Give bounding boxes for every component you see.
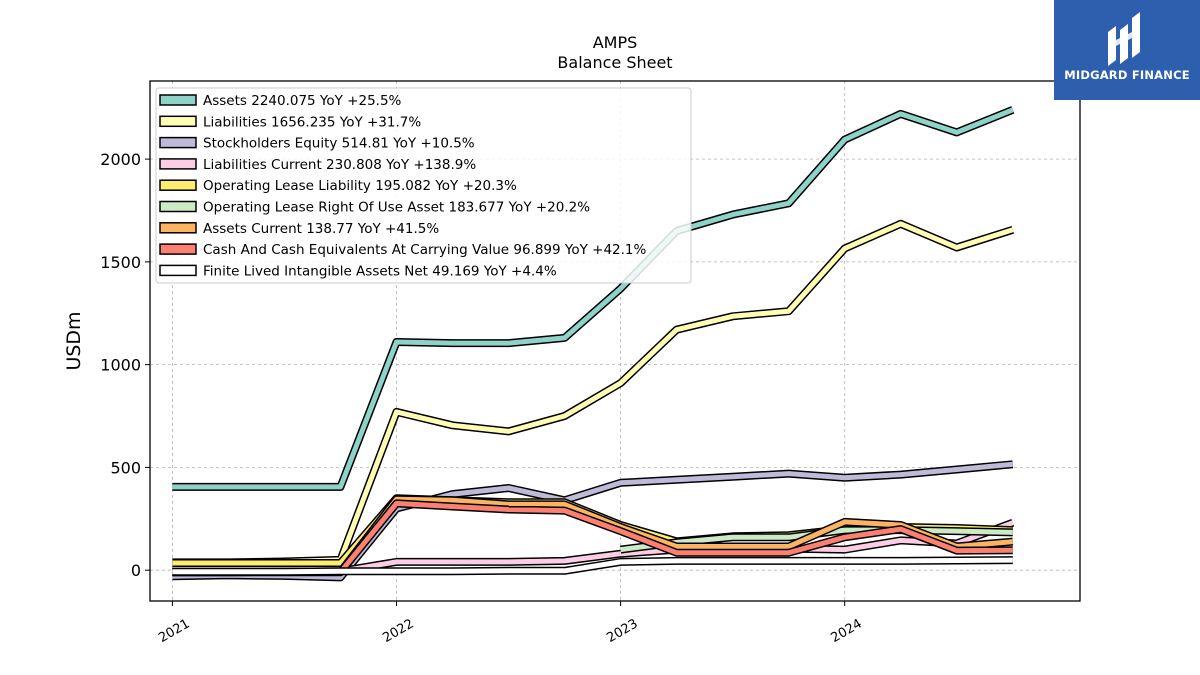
- legend: Assets 2240.075 YoY +25.5% Liabilities 16…: [155, 87, 692, 284]
- y-tick-label: 2000: [100, 150, 141, 169]
- legend-swatch: [159, 222, 197, 234]
- y-axis-ticks: 0 500 1000 1500 2000: [100, 150, 150, 580]
- plot-frame: [149, 80, 1081, 602]
- legend-swatch: [159, 243, 197, 255]
- legend-label: Stockholders Equity 514.81 YoY +10.5%: [203, 136, 475, 152]
- y-axis-label: USDm: [63, 311, 85, 370]
- legend-label: Finite Lived Intangible Assets Net 49.16…: [203, 263, 557, 279]
- x-tick-label: 2024: [829, 616, 865, 646]
- x-tick-label: 2022: [380, 616, 416, 646]
- series-line: [172, 461, 1014, 580]
- legend-label: Operating Lease Liability 195.082 YoY +2…: [203, 178, 517, 194]
- legend-swatch: [159, 158, 197, 170]
- series-9: [172, 556, 1013, 576]
- y-tick-label: 1500: [100, 253, 141, 272]
- x-axis-ticks: 2021 2022 2023 2024: [156, 601, 865, 646]
- legend-label: Liabilities Current 230.808 YoY +138.9%: [203, 157, 476, 173]
- legend-swatch: [159, 94, 197, 106]
- x-tick-label: 2023: [604, 616, 640, 646]
- chart-subtitle: Balance Sheet: [557, 53, 672, 72]
- legend-label: Assets 2240.075 YoY +25.5%: [203, 93, 402, 109]
- series-line: [172, 557, 1013, 575]
- series-3: [172, 460, 1014, 582]
- chart-title: AMPS: [593, 33, 638, 52]
- legend-label: Operating Lease Right Of Use Asset 183.6…: [203, 200, 590, 216]
- legend-swatch: [159, 264, 197, 277]
- legend-label: Assets Current 138.77 YoY +41.5%: [203, 221, 439, 237]
- legend-swatch: [159, 136, 197, 149]
- y-tick-label: 1000: [100, 356, 141, 375]
- y-tick-label: 500: [110, 458, 141, 477]
- y-tick-label: 0: [131, 561, 141, 580]
- series-1: [172, 106, 1015, 491]
- logo-text: MIDGARD FINANCE: [1064, 68, 1190, 82]
- legend-swatch: [159, 200, 197, 213]
- midgard-finance-logo: MIDGARD FINANCE: [1054, 0, 1200, 100]
- legend-label: Liabilities 1656.235 YoY +31.7%: [203, 114, 421, 130]
- legend-box: [155, 87, 692, 284]
- logo-mark-icon: [1108, 12, 1140, 66]
- legend-swatch: [159, 115, 197, 128]
- series-line: [172, 107, 1014, 490]
- legend-swatch: [159, 179, 197, 191]
- legend-label: Cash And Cash Equivalents At Carrying Va…: [203, 242, 647, 258]
- x-tick-label: 2021: [156, 616, 192, 646]
- series-lines: [172, 106, 1015, 582]
